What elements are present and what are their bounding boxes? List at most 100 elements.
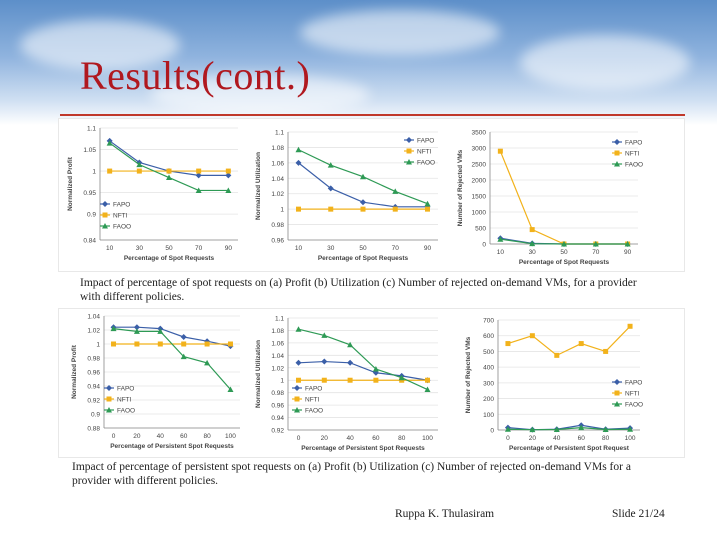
y-tick-label: 1.04 xyxy=(271,176,284,183)
y-tick-label: 500 xyxy=(483,349,494,356)
nfti-point-5 xyxy=(627,323,633,329)
nfti-point-2 xyxy=(166,168,172,174)
legend-label-nfti: NFTI xyxy=(417,149,432,156)
x-tick-label: 10 xyxy=(106,245,114,252)
faoo-point-3 xyxy=(592,241,599,247)
faoo-point-1 xyxy=(133,328,140,334)
y-tick-label: 3000 xyxy=(472,146,487,153)
y-tick-label: 0.95 xyxy=(83,190,96,197)
y-tick-label: 1.02 xyxy=(271,365,284,372)
nfti-point-1 xyxy=(328,206,334,212)
nfti-point-2 xyxy=(347,377,353,383)
nfti-point-legend xyxy=(294,396,300,402)
x-axis-label: Percentage of Persistent Spot Requests xyxy=(301,445,425,452)
nfti-point-0 xyxy=(296,206,301,212)
y-tick-label: 0.88 xyxy=(87,426,100,433)
caption-bottom: Impact of percentage of persistent spot … xyxy=(72,461,631,487)
nfti-point-legend xyxy=(106,396,112,402)
utilization-vs-spot-chart: 0.96 0.98 1 1.02 1.04 1.06 1.08 1.1 10 30 50 70 90 Pe… xyxy=(255,130,438,262)
slide-number: Slide 21/24 xyxy=(612,508,665,520)
legend-label-faoo: FAOO xyxy=(113,224,131,231)
faoo-point-1 xyxy=(321,332,328,338)
faoo-point-0 xyxy=(295,146,302,153)
faoo-point-4 xyxy=(225,187,232,193)
nfti-point-1 xyxy=(136,168,142,174)
fapo-point-2 xyxy=(347,359,354,366)
y-tick-label: 1.02 xyxy=(271,191,284,198)
y-tick-label: 1.05 xyxy=(83,147,96,154)
y-tick-label: 0.96 xyxy=(271,238,284,245)
fapo-point-legend xyxy=(106,385,112,391)
rejected-vms-vs-persistent-chart: 0 100 200 300 400 500 600 700 0 20 40 60 80 100 Percen… xyxy=(465,318,643,453)
fapo-point-3 xyxy=(195,172,202,179)
fapo-point-2 xyxy=(360,199,366,206)
y-tick-label: 0.84 xyxy=(83,238,96,245)
fapo-point-legend xyxy=(614,139,620,145)
nfti-point-legend xyxy=(406,148,412,154)
faoo-point-legend xyxy=(106,407,112,413)
y-tick-label: 400 xyxy=(483,365,494,372)
nfti-point-0 xyxy=(505,341,511,347)
faoo-point-1 xyxy=(529,426,536,433)
y-tick-label: 1.02 xyxy=(87,328,100,335)
y-tick-label: 0.98 xyxy=(271,222,284,229)
faoo-point-4 xyxy=(624,241,631,247)
faoo-point-3 xyxy=(195,187,202,193)
faoo-point-4 xyxy=(204,359,211,366)
legend-label-nfti: NFTI xyxy=(117,397,132,404)
y-tick-label: 500 xyxy=(475,226,486,233)
fapo-point-legend xyxy=(614,379,620,385)
legend-label-faoo: FAOO xyxy=(625,402,643,409)
nfti-point-3 xyxy=(181,341,187,347)
x-tick-label: 20 xyxy=(321,435,329,442)
nfti-point-4 xyxy=(204,341,210,347)
legend-label-fapo: FAPO xyxy=(417,138,434,145)
y-tick-label: 1.04 xyxy=(87,314,100,321)
nfti-point-1 xyxy=(321,377,327,383)
y-tick-label: 600 xyxy=(483,333,494,340)
y-tick-label: 200 xyxy=(483,396,494,403)
x-tick-label: 0 xyxy=(506,435,510,442)
legend-label-fapo: FAPO xyxy=(625,380,642,387)
nfti-point-legend xyxy=(614,390,620,396)
faoo-point-4 xyxy=(398,374,405,381)
legend-label-nfti: NFTI xyxy=(113,213,128,220)
x-tick-label: 90 xyxy=(424,245,432,252)
y-axis-label: Number of Rejected VMs xyxy=(457,149,464,226)
faoo-point-0 xyxy=(106,140,113,146)
cloud-decoration xyxy=(300,10,500,55)
y-tick-label: 1.1 xyxy=(87,126,96,133)
cloud-decoration xyxy=(520,35,690,90)
faoo-point-5 xyxy=(627,426,634,432)
y-tick-label: 1.08 xyxy=(271,145,284,152)
x-tick-label: 80 xyxy=(602,435,610,442)
y-axis-label: Normalized Profit xyxy=(67,156,74,211)
y-axis-label: Number of Rejected VMs xyxy=(465,336,472,413)
faoo-point-legend xyxy=(614,161,620,167)
nfti-point-1 xyxy=(529,227,535,233)
cloud-decoration xyxy=(150,75,370,115)
faoo-point-2 xyxy=(157,328,164,334)
nfti-point-legend xyxy=(102,212,108,218)
x-tick-label: 20 xyxy=(529,435,537,442)
faoo-point-0 xyxy=(504,426,511,432)
x-tick-label: 60 xyxy=(578,435,586,442)
x-tick-label: 80 xyxy=(203,433,211,440)
faoo-line xyxy=(109,142,229,192)
faoo-point-3 xyxy=(392,188,399,194)
y-tick-label: 100 xyxy=(483,412,494,419)
faoo-point-1 xyxy=(136,161,143,168)
faoo-point-2 xyxy=(347,341,354,348)
y-tick-label: 1500 xyxy=(472,194,487,201)
faoo-point-3 xyxy=(578,424,585,431)
fapo-line xyxy=(113,326,231,347)
faoo-point-legend xyxy=(406,159,412,165)
chart-panel-top xyxy=(58,118,685,272)
faoo-point-3 xyxy=(372,366,379,372)
y-axis-label: Normalized Utilization xyxy=(255,340,262,408)
fapo-point-1 xyxy=(321,358,328,365)
x-tick-label: 100 xyxy=(422,435,433,442)
y-tick-label: 1.1 xyxy=(275,316,284,323)
x-tick-label: 10 xyxy=(295,245,303,252)
nfti-line xyxy=(507,325,631,357)
